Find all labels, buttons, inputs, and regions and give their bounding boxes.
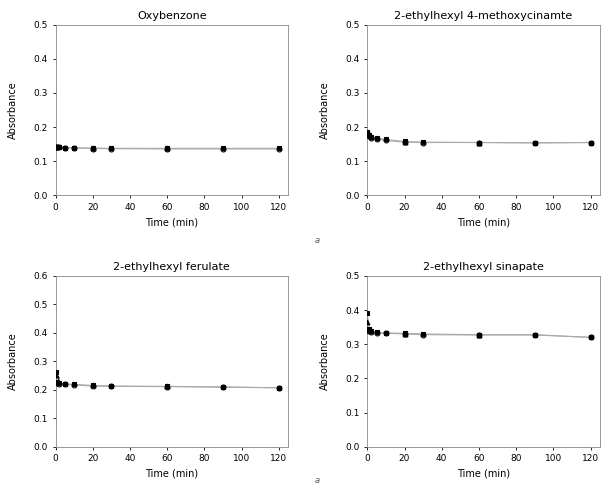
X-axis label: Time (min): Time (min) <box>457 469 510 479</box>
Y-axis label: Absorbance: Absorbance <box>320 332 330 390</box>
Title: Oxybenzone: Oxybenzone <box>137 11 207 21</box>
Title: 2-ethylhexyl sinapate: 2-ethylhexyl sinapate <box>423 262 544 272</box>
Text: a: a <box>315 236 320 245</box>
X-axis label: Time (min): Time (min) <box>457 218 510 228</box>
Text: a: a <box>315 476 320 485</box>
X-axis label: Time (min): Time (min) <box>145 469 199 479</box>
Title: 2-ethylhexyl 4-methoxycinamte: 2-ethylhexyl 4-methoxycinamte <box>395 11 573 21</box>
X-axis label: Time (min): Time (min) <box>145 218 199 228</box>
Y-axis label: Absorbance: Absorbance <box>320 81 330 139</box>
Y-axis label: Absorbance: Absorbance <box>9 332 18 390</box>
Title: 2-ethylhexyl ferulate: 2-ethylhexyl ferulate <box>114 262 230 272</box>
Y-axis label: Absorbance: Absorbance <box>9 81 18 139</box>
